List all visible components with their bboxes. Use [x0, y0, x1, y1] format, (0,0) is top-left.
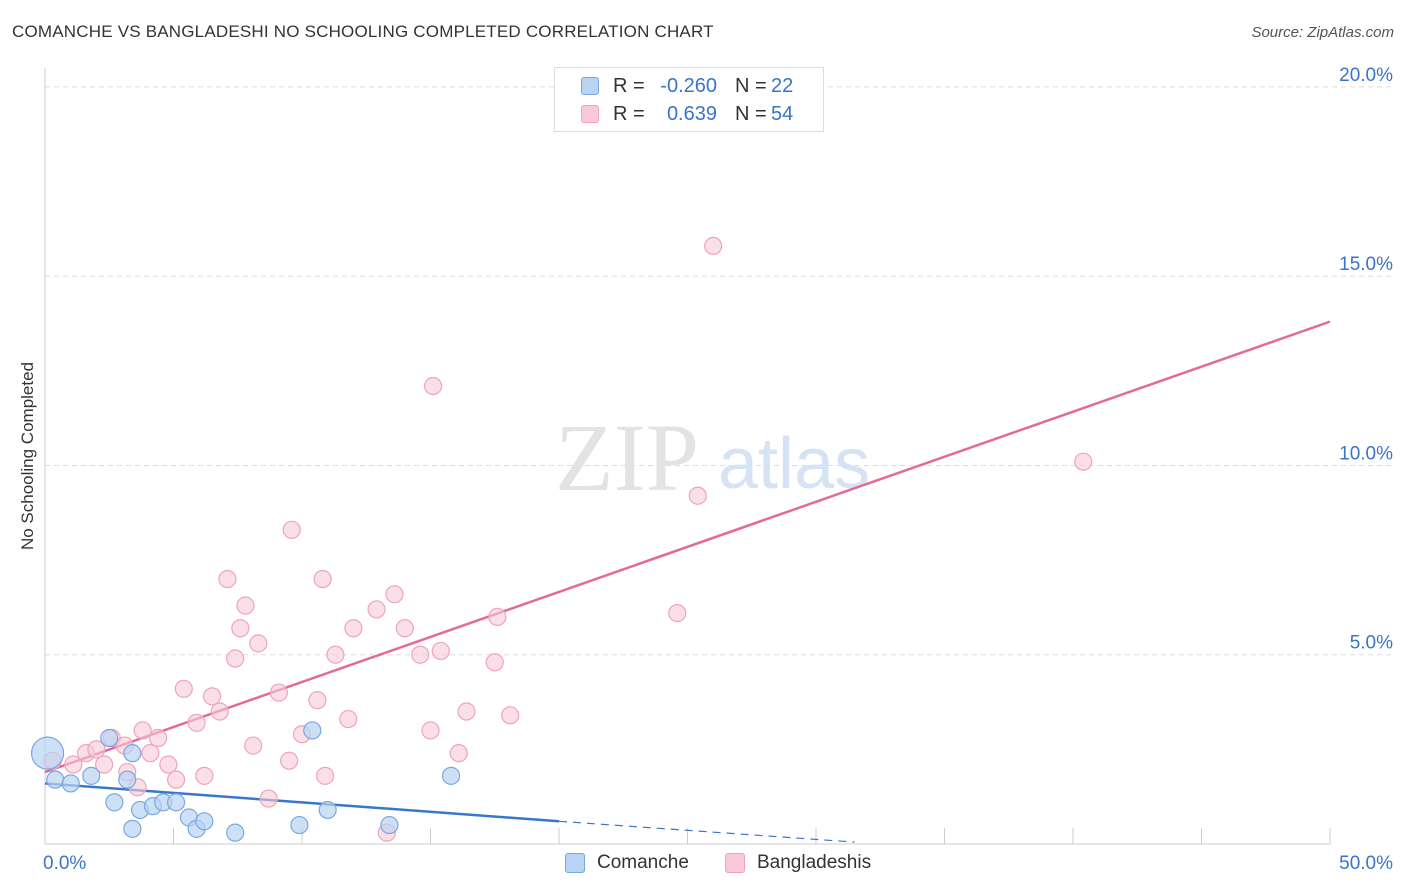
point-bangladeshis — [202, 687, 222, 706]
point-bangladeshis — [282, 520, 301, 539]
r-value: 0.639 — [666, 103, 717, 125]
point-bangladeshis — [133, 721, 152, 740]
chart-title: COMANCHE VS BANGLADESHI NO SCHOOLING COM… — [12, 22, 714, 41]
r-label: R = — [613, 75, 645, 97]
r-label: R = — [613, 103, 645, 125]
trendline-bangladeshis — [44, 320, 1331, 774]
stats-row-comanche: R = -0.260 N = 22 — [555, 72, 823, 100]
point-bangladeshis — [449, 744, 468, 763]
point-comanche — [441, 766, 461, 785]
point-bangladeshis — [231, 619, 250, 638]
point-bangladeshis — [344, 619, 363, 638]
point-bangladeshis — [367, 600, 386, 619]
point-bangladeshis — [339, 709, 358, 729]
point-bangladeshis — [431, 641, 450, 661]
point-comanche — [118, 770, 137, 789]
point-comanche — [123, 819, 142, 838]
point-bangladeshis — [226, 649, 245, 668]
n-value: 22 — [771, 75, 794, 97]
point-bangladeshis — [249, 634, 268, 653]
watermark-zip: ZIP — [555, 404, 699, 511]
point-comanche — [123, 744, 142, 763]
bangladeshi-legend-swatch — [725, 853, 745, 873]
point-comanche — [290, 815, 309, 835]
point-bangladeshis — [326, 645, 345, 664]
r-value: -0.260 — [660, 75, 717, 97]
point-bangladeshis — [141, 744, 160, 763]
trendline-comanche-extension — [558, 820, 855, 843]
point-bangladeshis — [316, 766, 335, 785]
y-tick-label: 5.0% — [1350, 633, 1393, 654]
n-value: 54 — [771, 103, 794, 125]
point-bangladeshis — [411, 645, 430, 664]
source-credit: Source: ZipAtlas.com — [1251, 24, 1394, 41]
point-bangladeshis — [423, 376, 443, 396]
point-bangladeshis — [488, 607, 507, 626]
n-label: N = — [735, 75, 767, 97]
point-bangladeshis — [485, 653, 504, 672]
point-bangladeshis — [385, 585, 404, 604]
point-bangladeshis — [174, 679, 193, 698]
point-bangladeshis — [64, 755, 83, 774]
point-bangladeshis — [1074, 452, 1093, 471]
point-comanche — [166, 793, 186, 812]
y-tick-label: 10.0% — [1339, 443, 1393, 464]
point-bangladeshis — [259, 789, 278, 808]
point-bangladeshis — [187, 713, 206, 732]
point-bangladeshis — [395, 619, 414, 638]
point-bangladeshis — [195, 766, 214, 785]
point-comanche — [105, 793, 124, 812]
trend-lines — [44, 320, 1331, 843]
comanche-legend-swatch — [565, 853, 585, 873]
point-bangladeshis — [501, 706, 520, 725]
point-bangladeshis — [166, 770, 186, 789]
axes — [44, 68, 1330, 845]
point-bangladeshis — [313, 569, 332, 589]
watermark: ZIP atlas — [555, 404, 870, 511]
point-bangladeshis — [704, 236, 723, 256]
point-bangladeshis — [421, 721, 440, 740]
point-comanche — [30, 736, 65, 770]
point-comanche — [380, 815, 399, 835]
point-bangladeshis — [148, 728, 168, 748]
y-tick-label: 15.0% — [1339, 254, 1393, 275]
point-bangladeshis — [95, 755, 114, 774]
point-comanche — [303, 721, 322, 740]
point-bangladeshis — [280, 751, 299, 770]
point-comanche — [226, 823, 245, 842]
point-comanche — [46, 770, 65, 789]
x-tick-labels: 0.0% 50.0% — [43, 853, 1393, 874]
n-label: N = — [735, 103, 767, 125]
comanche-swatch — [581, 77, 599, 95]
point-bangladeshis — [668, 603, 687, 623]
point-bangladeshis — [308, 691, 327, 710]
x-tick-label-min: 0.0% — [43, 853, 86, 874]
point-bangladeshis — [236, 596, 255, 615]
y-tick-labels: 5.0% 10.0% 15.0% 20.0% — [1339, 65, 1393, 654]
point-comanche — [195, 812, 214, 831]
point-bangladeshis — [688, 486, 707, 505]
point-bangladeshis — [87, 740, 106, 759]
point-bangladeshis — [269, 683, 288, 702]
bangladeshi-swatch — [581, 105, 599, 123]
data-points — [30, 236, 1093, 842]
point-bangladeshis — [457, 702, 476, 721]
x-tick-label-max: 50.0% — [1339, 853, 1393, 874]
point-bangladeshis — [210, 702, 229, 721]
point-comanche — [61, 774, 80, 793]
stats-legend: R = -0.260 N = 22 R = 0.639 N = 54 — [554, 67, 824, 132]
point-bangladeshis — [218, 569, 237, 589]
point-bangladeshis — [244, 736, 263, 755]
point-comanche — [100, 728, 119, 748]
legend-label-bangladeshis: Bangladeshis — [757, 852, 872, 873]
stats-row-bangladeshis: R = 0.639 N = 54 — [555, 100, 823, 128]
point-comanche — [82, 766, 101, 785]
point-bangladeshis — [159, 755, 178, 774]
legend-label-comanche: Comanche — [597, 852, 689, 873]
y-tick-label: 20.0% — [1339, 65, 1393, 86]
series-legend: Comanche Bangladeshis — [0, 852, 1406, 876]
point-comanche — [318, 800, 337, 820]
